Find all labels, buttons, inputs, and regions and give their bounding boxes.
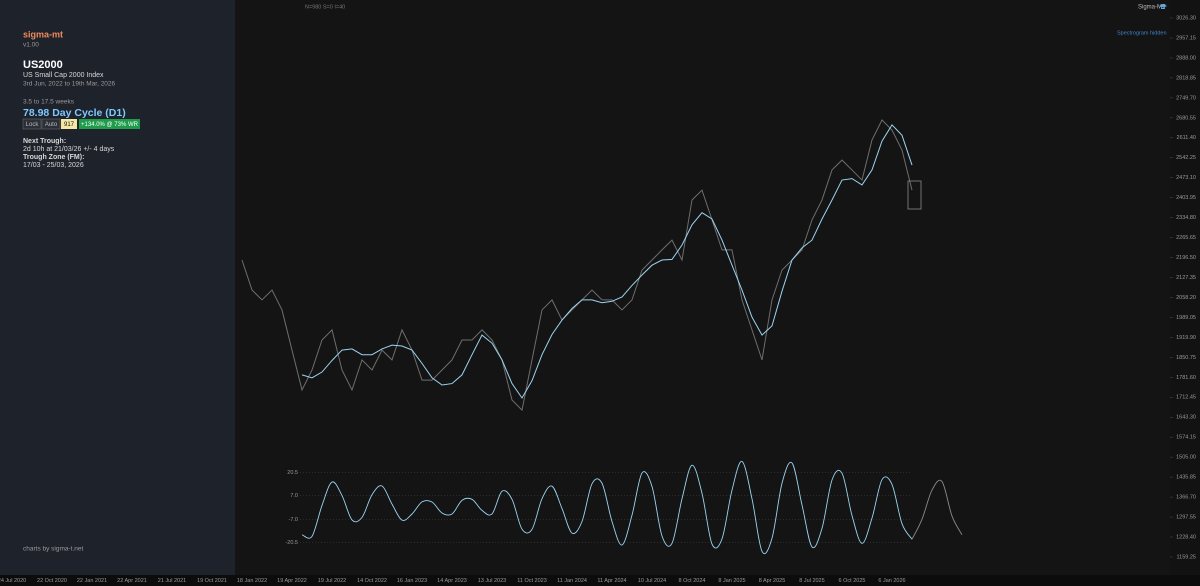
- performance-bg: [79, 119, 140, 129]
- lock-button[interactable]: Lock: [22, 118, 42, 130]
- x-tick-label: 13 Jul 2023: [478, 578, 506, 584]
- instrument: US Small Cap 2000 Index: [23, 72, 104, 79]
- time-axis: [0, 575, 1200, 586]
- x-tick-label: 19 Apr 2022: [277, 578, 307, 584]
- button-label: Auto: [45, 122, 58, 128]
- date-range: 3rd Jun, 2022 to 19th Mar, 2026: [23, 81, 116, 88]
- x-tick-label: 11 Jan 2024: [557, 578, 587, 584]
- x-axis: 24 Jul 2020 22 Oct 2020 22 Jan 2021 22 Apr …: [0, 578, 906, 584]
- brand: Sigma-MT: [1138, 5, 1166, 11]
- x-tick-label: 6 Jan 2026: [878, 578, 905, 584]
- badge-bg: [61, 119, 77, 129]
- y-tick-label: 2403.95: [1176, 195, 1196, 201]
- series-line: [301, 460, 913, 555]
- y-tick-label: 1712.45: [1176, 395, 1196, 401]
- x-tick-label: 19 Jul 2022: [318, 578, 346, 584]
- x-tick-label: 18 Jan 2022: [237, 578, 267, 584]
- price-axis: [1170, 0, 1200, 575]
- auto-button[interactable]: Auto: [41, 118, 61, 130]
- y-tick-label: 1643.30: [1176, 415, 1196, 421]
- symbol: US2000: [23, 59, 63, 71]
- next-trough: 2d 10h at 21/03/26 +/- 4 days: [23, 146, 115, 153]
- cycle: 78.98 Day Cycle (D1): [23, 107, 126, 119]
- series-line: [911, 479, 963, 540]
- x-tick-label: 11 Apr 2024: [597, 578, 626, 584]
- x-tick-label: 19 Oct 2021: [197, 578, 227, 584]
- y-tick-label: 2749.70: [1176, 95, 1196, 101]
- y-tick-label: 3026.30: [1176, 15, 1196, 21]
- y-tick-label: 2818.85: [1176, 75, 1196, 81]
- y-tick-label: 1228.40: [1176, 534, 1196, 540]
- x-tick-label: 10 Jul 2024: [638, 578, 666, 584]
- footer: charts by sigma-t.net: [23, 546, 84, 553]
- x-tick-label: 8 Jul 2025: [799, 578, 824, 584]
- y-tick-label: 1159.25: [1177, 554, 1196, 560]
- y-tick-label: 1919.90: [1176, 335, 1196, 341]
- trough-zone-label: Trough Zone (FM):: [23, 154, 84, 161]
- button-frame: [22, 118, 42, 130]
- y-tick-label: 1435.85: [1176, 475, 1196, 481]
- x-tick-label: 16 Jan 2023: [397, 578, 427, 584]
- series-line: [241, 119, 913, 412]
- version: v1.00: [23, 42, 39, 49]
- y-tick-label: 2680.55: [1176, 115, 1196, 121]
- sidebar: sigma-mt v1.00 US2000 US Small Cap 2000 …: [0, 0, 235, 575]
- y-tick-label: 1989.05: [1176, 315, 1196, 321]
- y-tick-label: 2127.35: [1176, 275, 1196, 281]
- next-trough-label: Next Trough:: [23, 138, 66, 145]
- series-line: [301, 124, 913, 399]
- y-tick-label: -7.0: [289, 517, 298, 523]
- y-tick-label: 2058.20: [1176, 295, 1196, 301]
- x-tick-label: 8 Apr 2025: [759, 578, 786, 584]
- y-tick-label: 1366.70: [1176, 495, 1196, 501]
- y-tick-label: 1297.55: [1176, 515, 1196, 521]
- y-tick-label: 2334.80: [1176, 215, 1196, 221]
- x-tick-label: 14 Apr 2023: [437, 578, 467, 584]
- y-tick-label: 7.0: [290, 493, 298, 499]
- y-tick-label: 20.5: [287, 470, 298, 476]
- app-name: sigma-mt: [23, 29, 63, 39]
- stats: N=980 S=0 I=40: [305, 4, 345, 10]
- y-tick-label: 2196.50: [1176, 255, 1196, 261]
- x-tick-label: 6 Oct 2025: [839, 578, 866, 584]
- button-label: Lock: [26, 122, 40, 128]
- x-tick-label: 22 Apr 2021: [117, 578, 147, 584]
- y-tick-label: 2542.25: [1176, 155, 1196, 161]
- y-tick-label: 1574.15: [1176, 435, 1196, 441]
- y-tick-label: 2957.15: [1176, 35, 1196, 41]
- trough-zone: 17/03 - 25/03, 2026: [23, 162, 84, 169]
- brand-icon: [1159, 4, 1167, 9]
- performance: +134.0% @ 73% WR: [81, 122, 139, 128]
- y-tick-label: 2611.40: [1177, 135, 1196, 141]
- y-tick-label: 1505.00: [1176, 455, 1196, 461]
- spectrogram-toggle[interactable]: Spectrogram hidden: [1117, 30, 1167, 36]
- y-tick-label: 2473.10: [1176, 175, 1196, 181]
- x-tick-label: 24 Jul 2020: [0, 578, 26, 584]
- y-tick-label: 2265.65: [1176, 235, 1196, 241]
- sidebar-panel: [0, 0, 235, 575]
- x-tick-label: 8 Oct 2024: [679, 578, 706, 584]
- y-tick-label: 2888.00: [1176, 55, 1196, 61]
- button-frame: [41, 118, 61, 130]
- x-tick-label: 22 Oct 2020: [37, 578, 67, 584]
- cycle-band: 3.5 to 17.5 weeks: [23, 99, 75, 106]
- badge: 917: [64, 122, 75, 128]
- y-tick-label: 1781.60: [1176, 375, 1196, 381]
- x-tick-label: 11 Oct 2023: [517, 578, 547, 584]
- x-tick-label: 8 Jan 2025: [718, 578, 745, 584]
- plot: 3026.30 2957.15 2888.00 2818.85 2749.70 2680.…: [241, 15, 1196, 560]
- trough-zone-box: [907, 180, 922, 210]
- x-tick-label: 14 Oct 2022: [357, 578, 387, 584]
- y-tick-label: -20.5: [285, 540, 298, 546]
- x-tick-label: 22 Jan 2021: [77, 578, 107, 584]
- x-tick-label: 21 Jul 2021: [158, 578, 186, 584]
- y-tick-label: 1850.75: [1176, 355, 1196, 361]
